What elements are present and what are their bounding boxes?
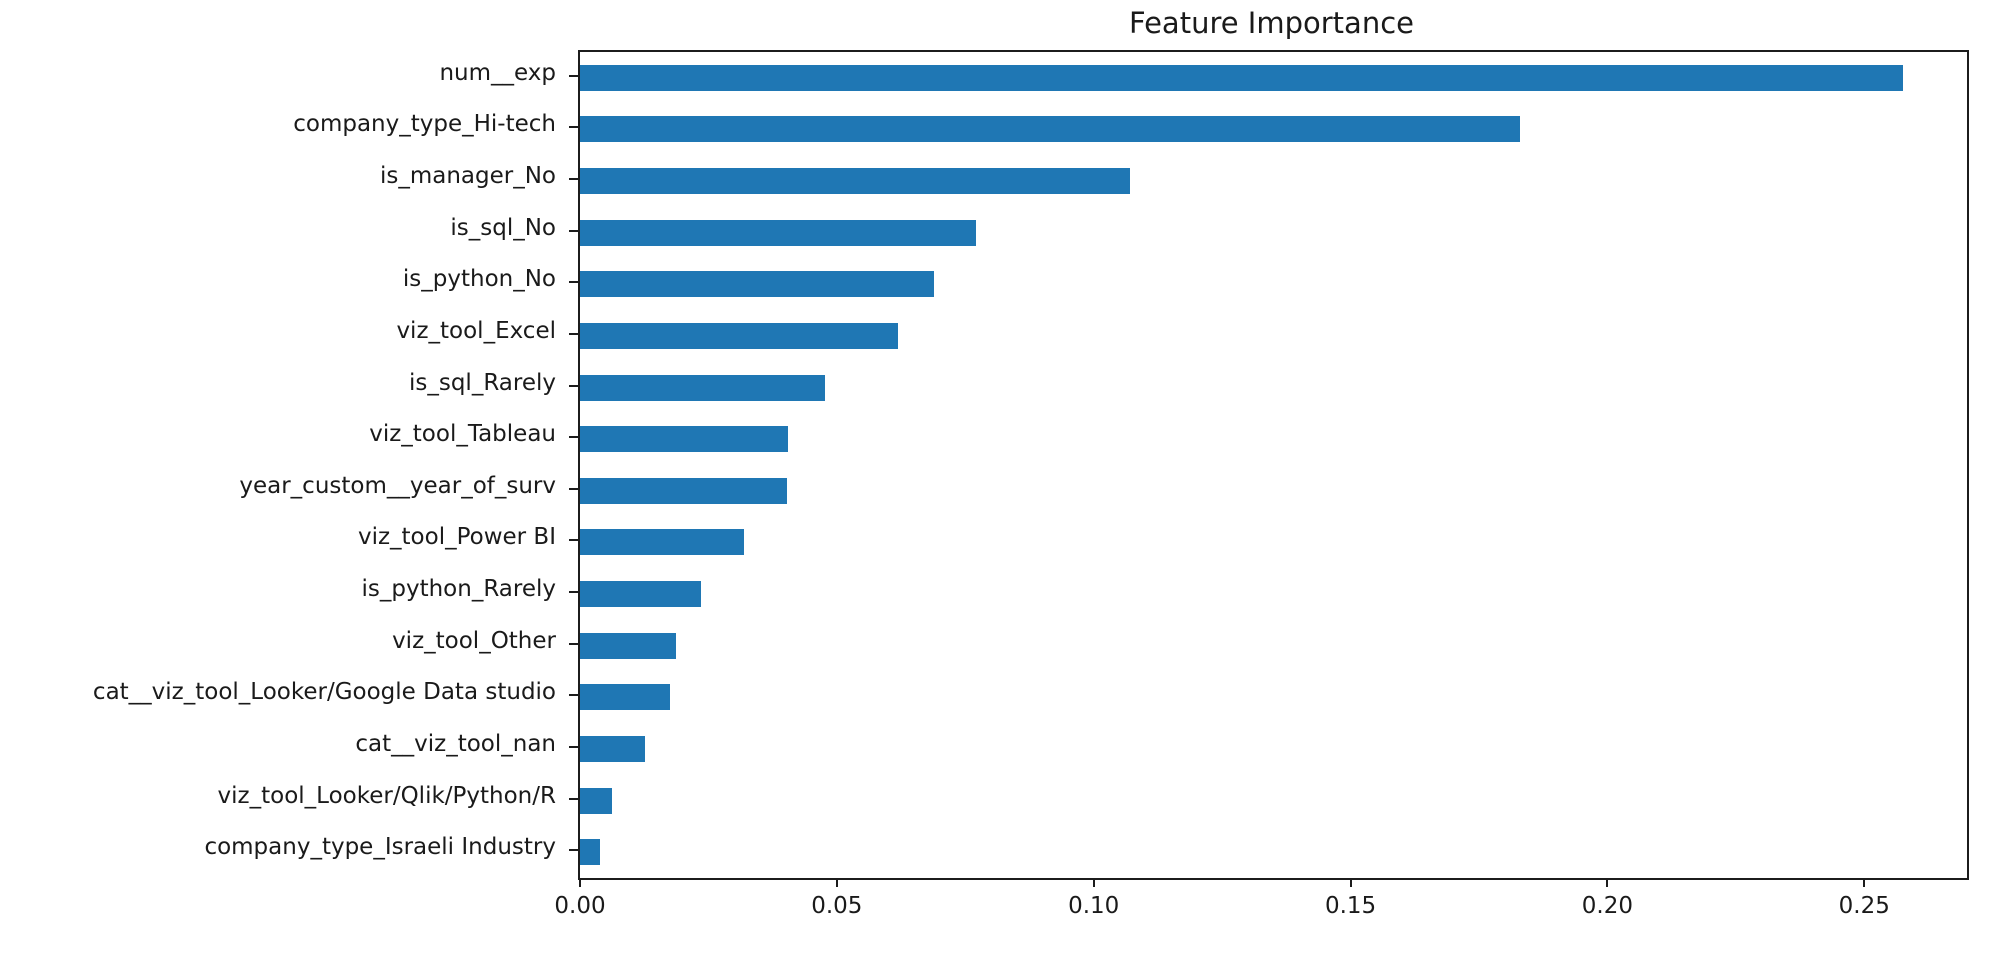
chart-title: Feature Importance <box>1129 6 1414 40</box>
bar <box>580 735 645 762</box>
x-tick-label: 0.15 <box>1324 893 1377 919</box>
y-tick-label: is_python_Rarely <box>361 576 556 603</box>
x-tick-mark <box>1349 878 1352 887</box>
x-tick-mark <box>579 878 581 887</box>
bar <box>580 632 677 659</box>
bar <box>580 529 745 556</box>
y-tick-mark <box>569 591 578 594</box>
y-tick-label: year_custom__year_of_surv <box>239 472 556 499</box>
y-tick-label: company_type_Israeli Industry <box>204 834 556 861</box>
x-tick-mark <box>1606 878 1609 887</box>
y-tick-label: viz_tool_Other <box>392 627 556 654</box>
y-tick-label: company_type_Hi-tech <box>293 111 556 138</box>
bar <box>580 271 935 298</box>
y-tick-mark <box>569 436 578 439</box>
y-tick-label: is_manager_No <box>379 163 556 190</box>
y-tick-mark <box>569 126 578 129</box>
y-tick-mark <box>569 384 578 387</box>
x-tick-label: 0.05 <box>811 893 863 919</box>
y-tick-label: is_python_No <box>402 266 556 293</box>
y-tick-mark <box>569 74 578 77</box>
y-tick-mark <box>569 281 578 284</box>
y-tick-mark <box>569 229 578 232</box>
y-tick-mark <box>569 539 578 542</box>
y-tick-label: viz_tool_Power BI <box>357 524 556 551</box>
y-tick-label: is_sql_Rarely <box>408 369 556 396</box>
y-tick-label: cat__viz_tool_nan <box>355 730 556 757</box>
y-tick-mark <box>569 849 578 852</box>
bar <box>580 787 612 814</box>
bar <box>580 374 825 401</box>
plot-area <box>578 50 1969 880</box>
y-tick-mark <box>569 694 578 697</box>
bar <box>580 168 1130 195</box>
bar <box>580 219 976 246</box>
y-tick-label: is_sql_No <box>450 214 556 241</box>
y-tick-label: cat__viz_tool_Looker/Google Data studio <box>92 679 556 706</box>
y-tick-mark <box>569 332 578 335</box>
x-tick-mark <box>1092 878 1095 887</box>
x-tick-label: 0.00 <box>554 893 606 919</box>
y-tick-mark <box>569 797 578 800</box>
bar <box>580 322 899 349</box>
bar <box>580 426 788 453</box>
bar <box>580 839 600 866</box>
bar <box>580 477 787 504</box>
y-tick-label: num__exp <box>439 59 556 86</box>
x-tick-label: 0.20 <box>1581 893 1634 919</box>
y-tick-label: viz_tool_Tableau <box>369 421 556 448</box>
y-tick-label: viz_tool_Looker/Qlik/Python/R <box>217 782 556 809</box>
bar <box>580 116 1521 143</box>
bar <box>580 684 670 711</box>
bar <box>580 581 702 608</box>
y-tick-label: viz_tool_Excel <box>396 317 556 344</box>
y-tick-mark <box>569 642 578 645</box>
x-tick-mark <box>835 878 838 887</box>
bar <box>580 64 1903 91</box>
x-tick-mark <box>1863 878 1866 887</box>
y-tick-mark <box>569 745 578 748</box>
y-tick-mark <box>569 178 578 181</box>
y-tick-mark <box>569 487 578 490</box>
x-tick-label: 0.25 <box>1838 893 1890 919</box>
x-tick-label: 0.10 <box>1068 893 1120 919</box>
